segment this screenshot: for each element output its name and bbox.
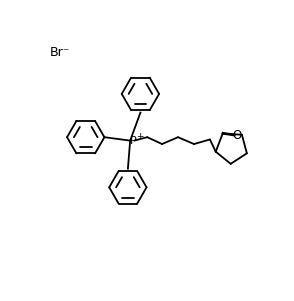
Text: Br⁻: Br⁻ <box>49 46 70 59</box>
Text: O: O <box>233 129 242 142</box>
Text: +: + <box>136 132 143 141</box>
Text: P: P <box>130 136 136 146</box>
